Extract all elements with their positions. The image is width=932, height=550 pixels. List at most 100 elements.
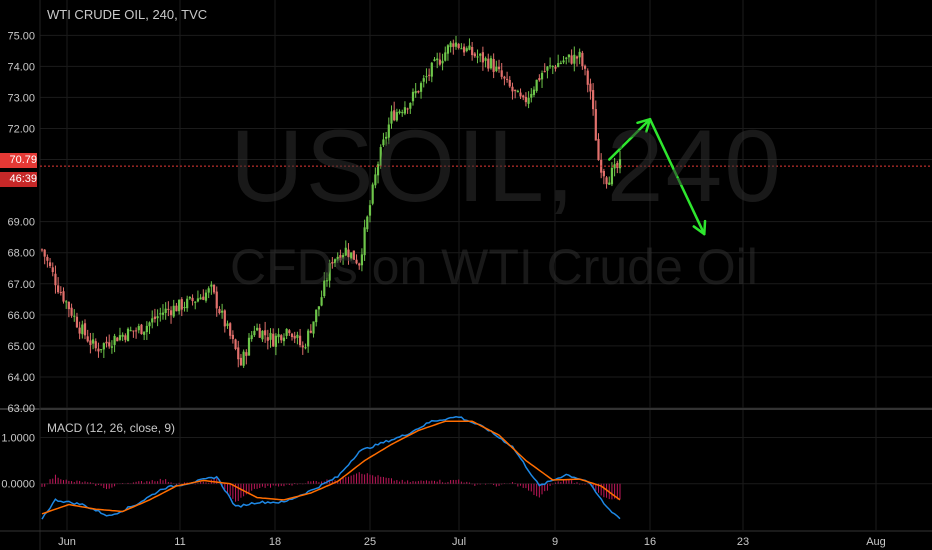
- price-tick-label: 74.00: [7, 61, 35, 73]
- candle-body: [140, 324, 143, 335]
- candle-body: [481, 52, 484, 63]
- candle-body: [48, 262, 52, 267]
- candle-body: [352, 250, 355, 260]
- candle-body: [231, 334, 234, 339]
- projection-arrow-shaft: [648, 117, 706, 236]
- candle-body: [573, 54, 576, 64]
- candle-body: [422, 78, 425, 82]
- candle-body: [489, 58, 493, 69]
- candle-body: [331, 262, 334, 264]
- price-tick-label: 67.00: [7, 279, 35, 291]
- candle-body: [202, 296, 205, 300]
- candle-body: [134, 330, 138, 332]
- candle-body: [194, 301, 197, 303]
- candle-body: [156, 316, 159, 319]
- candle-body: [508, 79, 511, 87]
- candle-body: [264, 330, 267, 336]
- candle-body: [452, 43, 455, 47]
- price-tick-label: 65.00: [7, 341, 35, 353]
- candle-body: [441, 60, 444, 64]
- projection-arrow-shaft: [608, 117, 652, 161]
- candle-body: [253, 330, 256, 336]
- candle-body: [46, 256, 49, 261]
- candle-body: [519, 92, 522, 97]
- macd-line: [41, 416, 621, 520]
- candle-body: [514, 89, 517, 92]
- candle-body: [597, 138, 600, 161]
- candle-body: [105, 341, 108, 344]
- candle-body: [328, 263, 331, 281]
- candle-body: [473, 53, 476, 57]
- candle-body: [304, 347, 307, 349]
- candle-body: [317, 306, 321, 310]
- candle-body: [535, 79, 538, 91]
- candle-body: [419, 83, 423, 92]
- candle-body: [411, 91, 415, 102]
- candle-body: [274, 335, 277, 347]
- candle-body: [221, 310, 224, 313]
- candle-body: [172, 305, 175, 317]
- candle-body: [554, 66, 557, 69]
- candle-body: [43, 249, 46, 257]
- candle-body: [549, 65, 552, 67]
- candle-body: [83, 323, 87, 336]
- candle-body: [393, 110, 396, 121]
- candle-body: [285, 328, 288, 336]
- candle-body: [210, 284, 213, 287]
- candle-body: [70, 307, 73, 316]
- candle-body: [242, 351, 245, 366]
- candle-body: [266, 337, 269, 341]
- candle-body: [454, 42, 458, 47]
- candle-body: [546, 66, 549, 71]
- candle-body: [199, 297, 202, 300]
- candle-body: [129, 330, 132, 332]
- candle-body: [390, 111, 393, 124]
- candle-body: [161, 312, 165, 315]
- candle-body: [169, 310, 173, 316]
- candle-body: [406, 108, 409, 110]
- candle-body: [137, 326, 140, 331]
- candle-body: [282, 337, 286, 342]
- countdown-tag: 46:39: [0, 172, 37, 187]
- candle-body: [191, 297, 194, 302]
- candle-body: [401, 112, 404, 114]
- candle-body: [336, 256, 339, 261]
- candle-body: [616, 162, 619, 168]
- candle-body: [315, 309, 318, 323]
- projection-arrows: [608, 117, 707, 236]
- candle-body: [339, 255, 342, 261]
- candle-body: [358, 263, 361, 266]
- candle-body: [586, 70, 589, 85]
- candle-body: [436, 58, 439, 61]
- candle-body: [511, 86, 514, 92]
- candle-body: [333, 259, 337, 264]
- candle-body: [409, 102, 412, 109]
- candle-body: [124, 335, 127, 340]
- candle-body: [395, 112, 398, 121]
- candle-body: [468, 45, 471, 50]
- candle-body: [522, 95, 525, 98]
- candle-body: [578, 51, 581, 58]
- candle-body: [618, 159, 622, 169]
- candle-body: [132, 330, 135, 332]
- candle-body: [97, 348, 100, 352]
- candle-body: [465, 48, 468, 52]
- candle-body: [460, 48, 463, 50]
- candle-body: [288, 330, 291, 334]
- candle-body: [414, 90, 417, 94]
- candle-body: [608, 182, 611, 185]
- time-tick-label: Aug: [866, 536, 886, 548]
- time-tick-label: 18: [269, 536, 281, 548]
- candle-body: [229, 323, 232, 336]
- candle-body: [433, 59, 436, 61]
- candle-body: [245, 352, 248, 356]
- time-tick-label: 11: [174, 536, 185, 548]
- price-tick-label: 68.00: [7, 248, 35, 260]
- candle-body: [583, 65, 587, 69]
- price-tick-label: 75.00: [7, 30, 35, 42]
- candle-body: [605, 177, 608, 185]
- candle-body: [613, 164, 616, 169]
- candle-body: [81, 324, 84, 335]
